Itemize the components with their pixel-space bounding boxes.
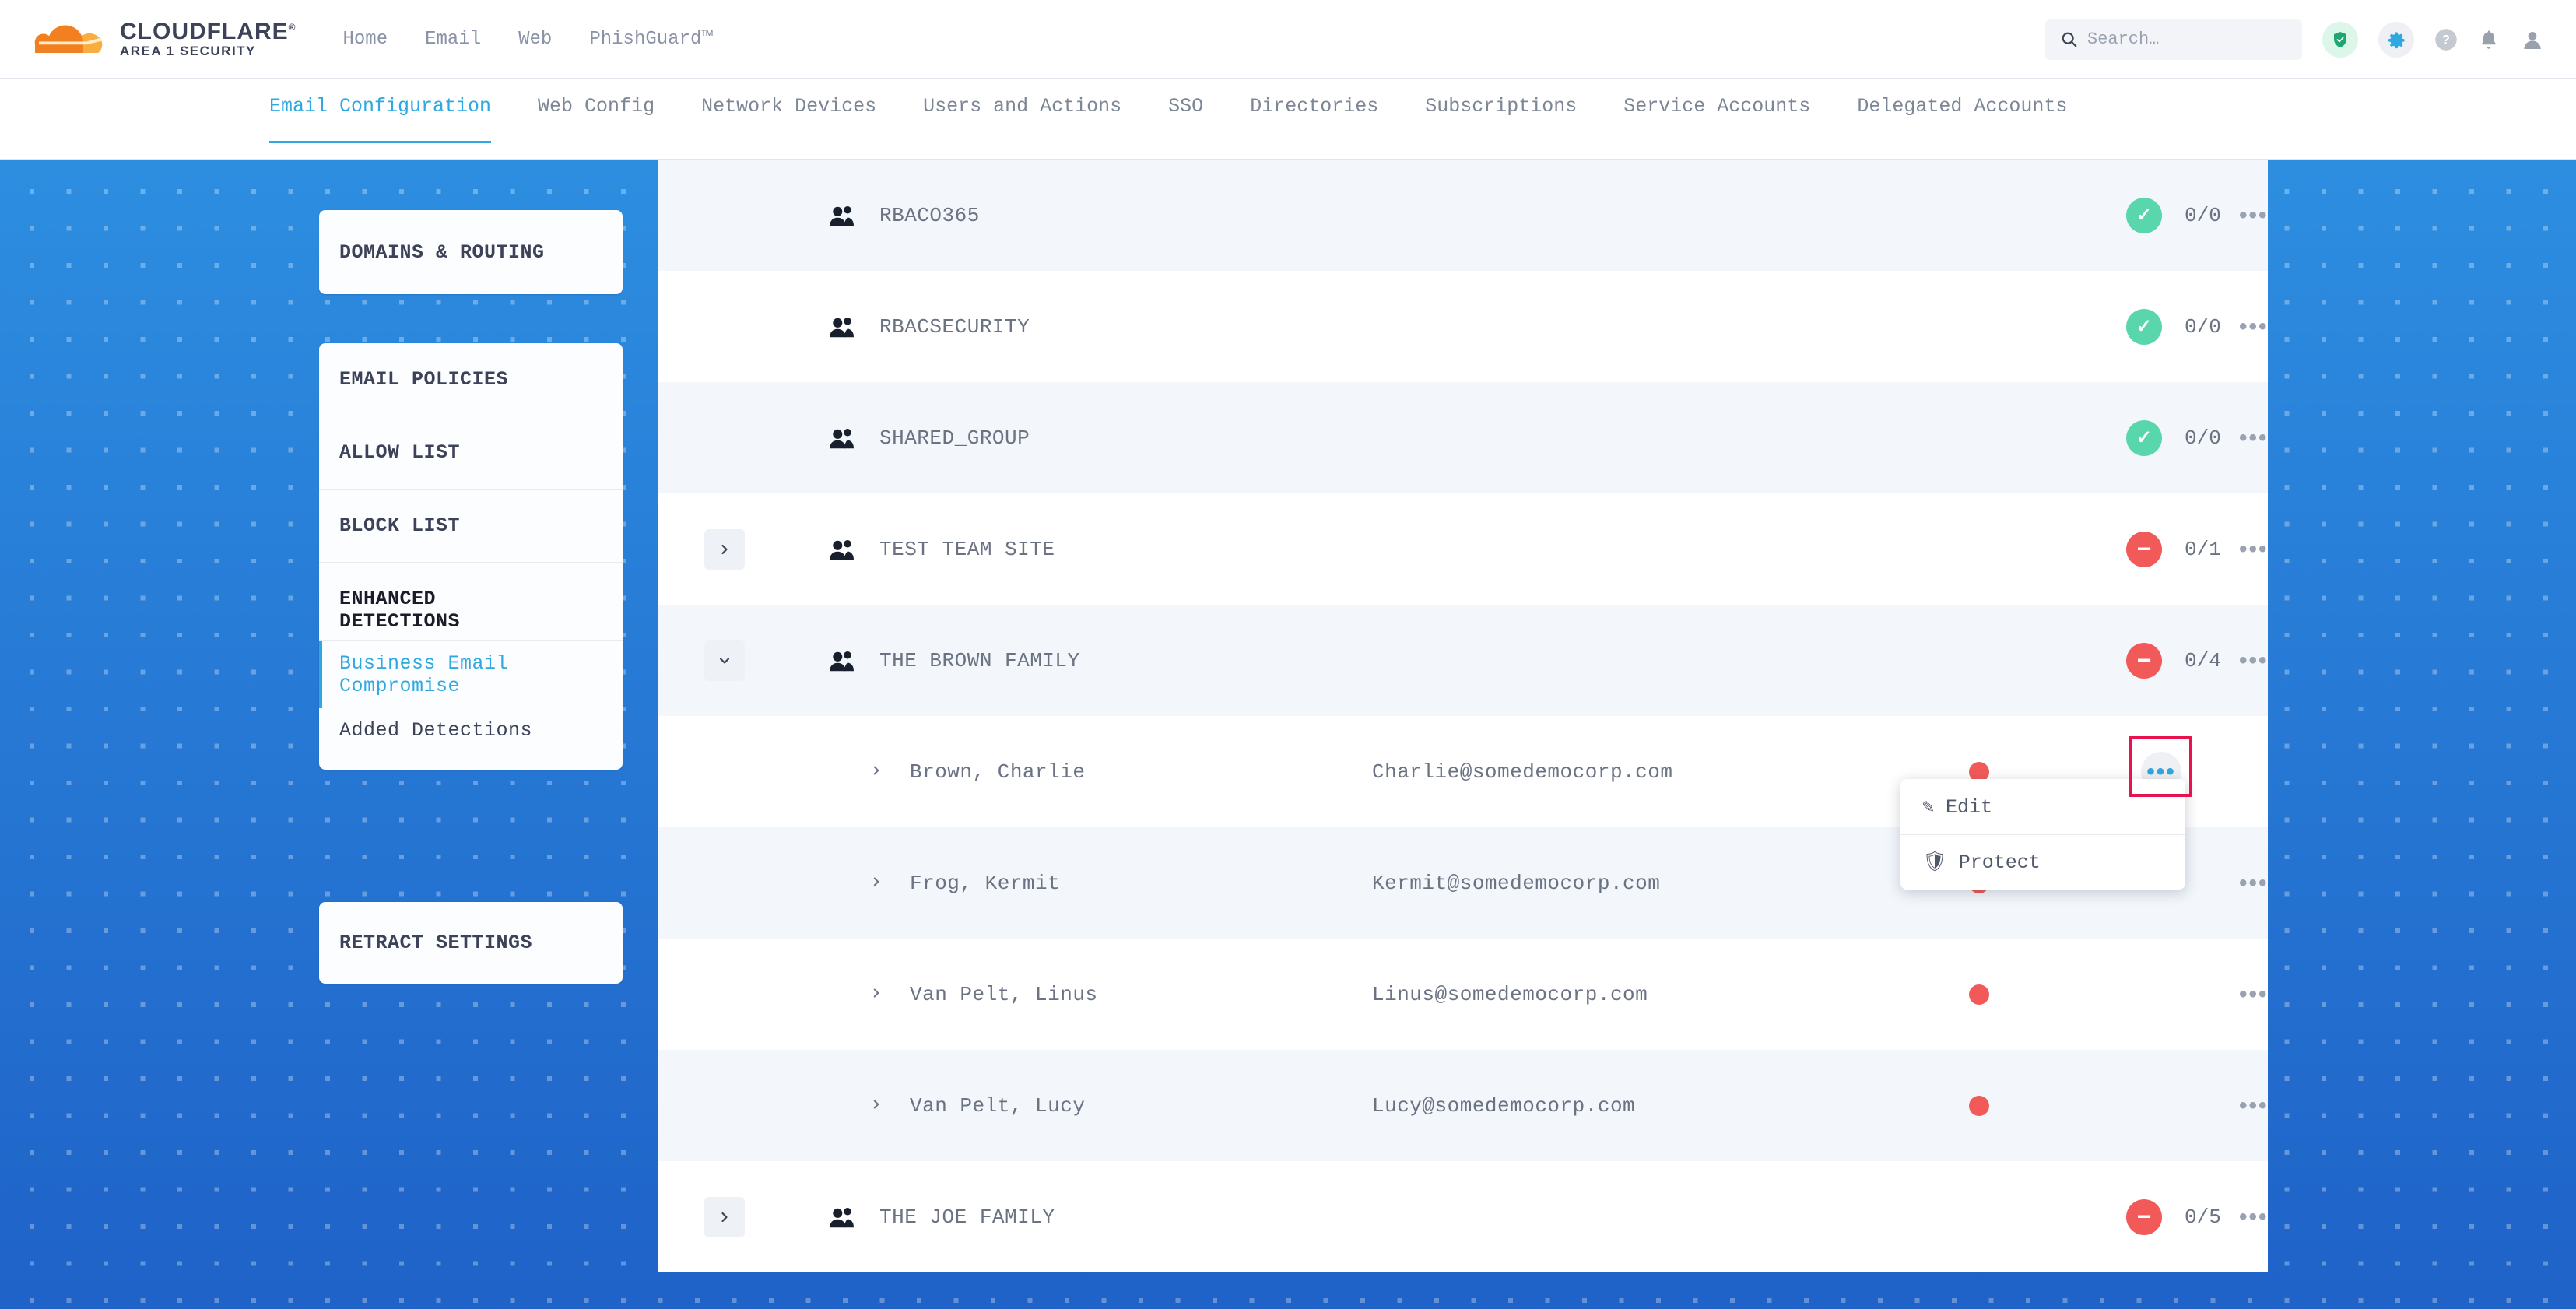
svg-text:?: ? (2442, 33, 2450, 47)
